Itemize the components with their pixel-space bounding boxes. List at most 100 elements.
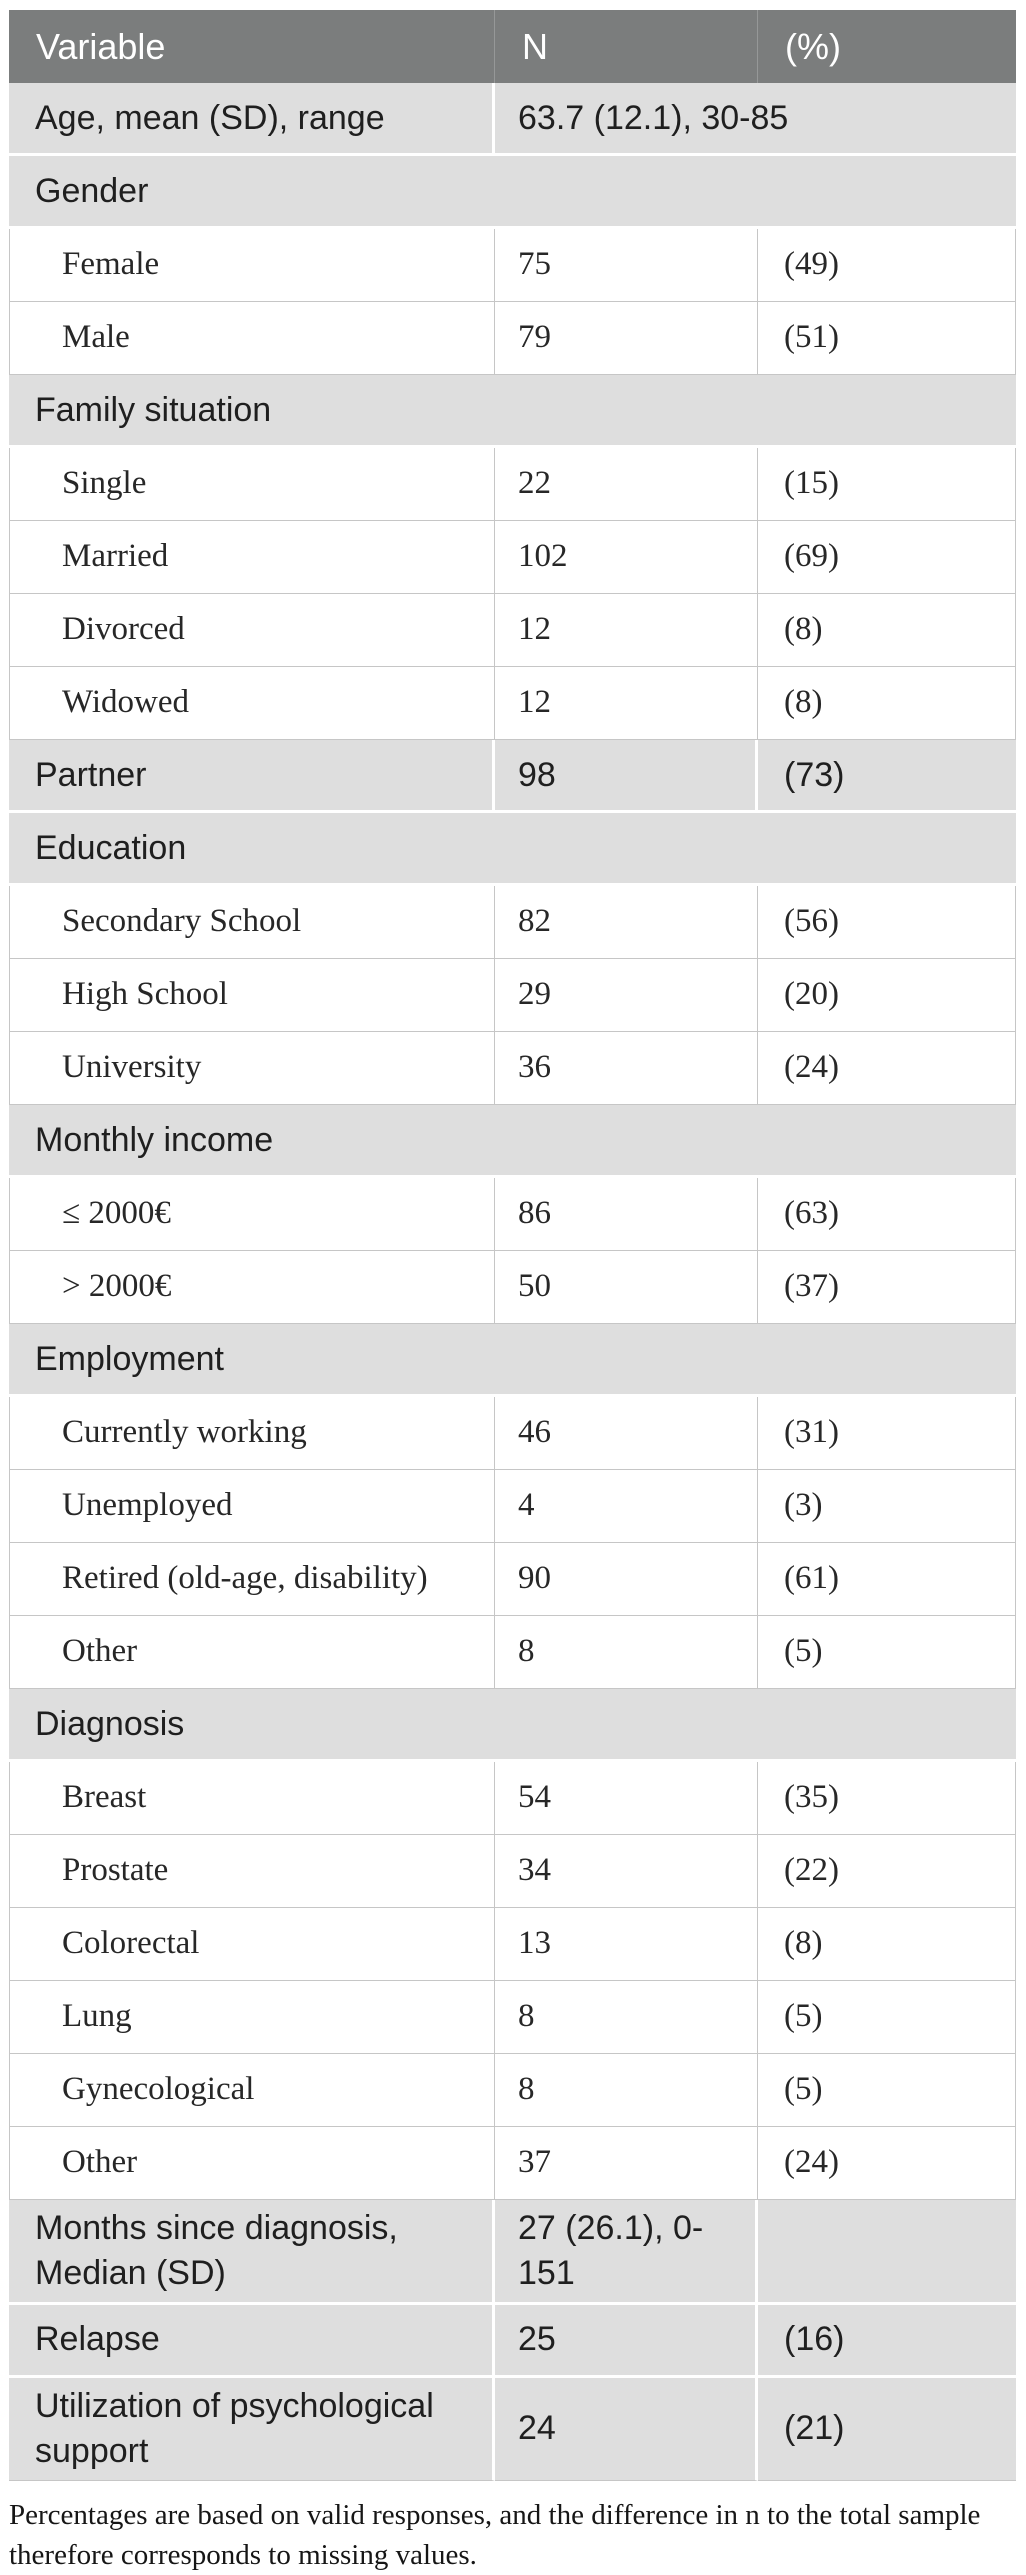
cell-percent: (5)	[758, 1981, 1016, 2054]
summary-row: Age, mean (SD), range 63.7 (12.1), 30-85	[9, 83, 1016, 156]
cell-percent: (61)	[758, 1543, 1016, 1616]
section-label: Diagnosis	[9, 1689, 1016, 1762]
cell-n: 82	[495, 886, 758, 959]
cell-percent: (5)	[758, 2054, 1016, 2127]
cell-n: 98	[495, 740, 758, 813]
row-label: Age, mean (SD), range	[9, 83, 495, 156]
cell-percent: (37)	[758, 1251, 1016, 1324]
row-label: Divorced	[9, 594, 495, 667]
row-label: ≤ 2000€	[9, 1178, 495, 1251]
row-label: Gynecological	[9, 2054, 495, 2127]
cell-percent: (3)	[758, 1470, 1016, 1543]
data-row: High School 29 (20)	[9, 959, 1016, 1032]
cell-percent: (51)	[758, 302, 1016, 375]
row-label: High School	[9, 959, 495, 1032]
cell-n: 102	[495, 521, 758, 594]
row-label: Currently working	[9, 1397, 495, 1470]
cell-percent: (56)	[758, 886, 1016, 959]
section-row: Diagnosis	[9, 1689, 1016, 1762]
row-label: Married	[9, 521, 495, 594]
table-header-row: Variable N (%)	[9, 10, 1016, 83]
table-header: Variable N (%)	[9, 10, 1016, 83]
cell-n: 37	[495, 2127, 758, 2200]
data-row: Male 79 (51)	[9, 302, 1016, 375]
section-label: Gender	[9, 156, 1016, 229]
cell-percent: (73)	[758, 740, 1016, 813]
section-label: Education	[9, 813, 1016, 886]
cell-n: 90	[495, 1543, 758, 1616]
row-label: Female	[9, 229, 495, 302]
cell-percent: (5)	[758, 1616, 1016, 1689]
row-label: Lung	[9, 1981, 495, 2054]
cell-percent: (63)	[758, 1178, 1016, 1251]
row-label: Secondary School	[9, 886, 495, 959]
section-row: Education	[9, 813, 1016, 886]
row-label: Widowed	[9, 667, 495, 740]
cell-percent: (21)	[758, 2377, 1016, 2481]
cell-n: 29	[495, 959, 758, 1032]
cell-n: 8	[495, 1616, 758, 1689]
row-label: Partner	[9, 740, 495, 813]
row-label: Unemployed	[9, 1470, 495, 1543]
cell-percent: (22)	[758, 1835, 1016, 1908]
summary-row: Months since diagnosis, Median (SD) 27 (2…	[9, 2200, 1016, 2305]
data-row: ≤ 2000€ 86 (63)	[9, 1178, 1016, 1251]
data-row: Unemployed 4 (3)	[9, 1470, 1016, 1543]
table-footnote: Percentages are based on valid responses…	[9, 2498, 981, 2571]
data-row: Colorectal 13 (8)	[9, 1908, 1016, 1981]
row-label: Single	[9, 448, 495, 521]
row-label: Prostate	[9, 1835, 495, 1908]
data-row: Married 102 (69)	[9, 521, 1016, 594]
cell-percent	[758, 2200, 1016, 2305]
cell-percent: (31)	[758, 1397, 1016, 1470]
row-label: Other	[9, 1616, 495, 1689]
cell-n: 22	[495, 448, 758, 521]
section-row: Employment	[9, 1324, 1016, 1397]
cell-n: 13	[495, 1908, 758, 1981]
cell-n: 79	[495, 302, 758, 375]
data-row: Breast 54 (35)	[9, 1762, 1016, 1835]
demographics-table: Variable N (%) Age, mean (SD), range 63.7…	[9, 10, 1016, 2481]
data-row: Other 37 (24)	[9, 2127, 1016, 2200]
data-row: > 2000€ 50 (37)	[9, 1251, 1016, 1324]
summary-row: Partner 98 (73)	[9, 740, 1016, 813]
cell-n: 46	[495, 1397, 758, 1470]
cell-n: 12	[495, 594, 758, 667]
summary-row: Utilization of psychological support 24 (2…	[9, 2377, 1016, 2481]
data-row: Gynecological 8 (5)	[9, 2054, 1016, 2127]
section-label: Monthly income	[9, 1105, 1016, 1178]
data-row: Female 75 (49)	[9, 229, 1016, 302]
cell-percent: (35)	[758, 1762, 1016, 1835]
section-label: Family situation	[9, 375, 1016, 448]
cell-n: 8	[495, 1981, 758, 2054]
section-row: Gender	[9, 156, 1016, 229]
data-row: Secondary School 82 (56)	[9, 886, 1016, 959]
row-label: Relapse	[9, 2304, 495, 2378]
cell-percent: (69)	[758, 521, 1016, 594]
cell-n: 34	[495, 1835, 758, 1908]
row-label: University	[9, 1032, 495, 1105]
cell-percent: (49)	[758, 229, 1016, 302]
cell-n: 86	[495, 1178, 758, 1251]
data-row: Lung 8 (5)	[9, 1981, 1016, 2054]
row-label: Retired (old-age, disability)	[9, 1543, 495, 1616]
cell-percent: (24)	[758, 2127, 1016, 2200]
cell-percent: (24)	[758, 1032, 1016, 1105]
cell-percent: (8)	[758, 1908, 1016, 1981]
cell-percent: (15)	[758, 448, 1016, 521]
cell-percent: (16)	[758, 2304, 1016, 2378]
row-value: 63.7 (12.1), 30-85	[495, 83, 1016, 156]
row-label: Utilization of psychological support	[9, 2377, 495, 2481]
summary-row: Relapse 25 (16)	[9, 2304, 1016, 2378]
section-label: Employment	[9, 1324, 1016, 1397]
cell-n: 25	[495, 2304, 758, 2378]
cell-n: 8	[495, 2054, 758, 2127]
cell-n: 36	[495, 1032, 758, 1105]
column-header-percent: (%)	[758, 10, 1016, 83]
column-header-n: N	[495, 10, 758, 83]
cell-percent: (20)	[758, 959, 1016, 1032]
section-row: Family situation	[9, 375, 1016, 448]
cell-n: 12	[495, 667, 758, 740]
row-label: Breast	[9, 1762, 495, 1835]
row-label: Months since diagnosis, Median (SD)	[9, 2200, 495, 2305]
